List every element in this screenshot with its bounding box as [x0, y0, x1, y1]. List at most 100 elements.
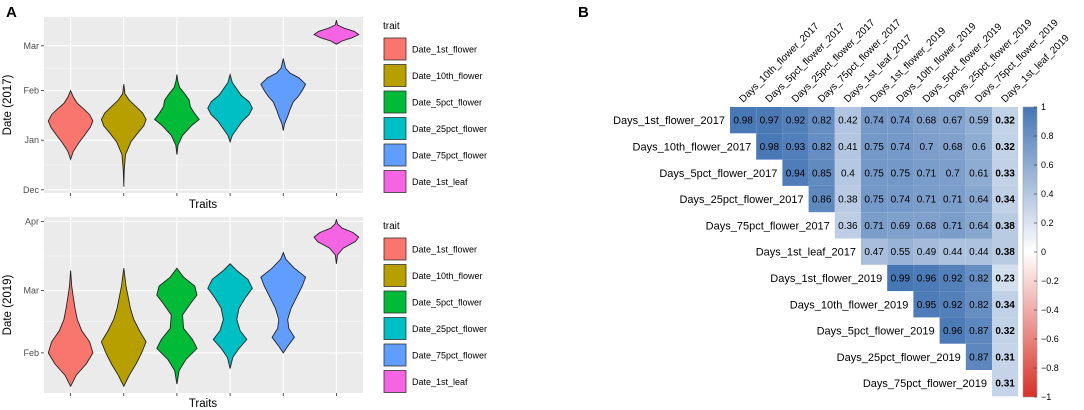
legend-swatch-Date_25pct_flower — [383, 317, 407, 340]
heatmap-value: 0.38 — [995, 221, 1015, 232]
heatmap-cell — [992, 107, 1019, 134]
heatmap-value: 0.61 — [969, 168, 989, 179]
heatmap-cell — [939, 212, 966, 239]
legend-label-Date_75pct_flower: Date_75pct_flower — [412, 351, 487, 361]
heatmap-value: 0.42 — [838, 116, 858, 127]
heatmap-row-label: Days_25pct_flower_2019 — [837, 352, 961, 364]
y-tick-label: Feb — [23, 348, 39, 358]
heatmap-value: 0.59 — [969, 116, 989, 127]
heatmap-value: 0.99 — [891, 273, 911, 284]
heatmap-cell — [965, 317, 992, 344]
heatmap-column-labels: Days_10th_flower_2017Days_5pct_flower_20… — [737, 17, 1072, 105]
heatmap-value: 0.95 — [917, 300, 937, 311]
heatmap-value: 0.71 — [943, 221, 963, 232]
y-tick-label: Dec — [23, 185, 40, 195]
correlation-heatmap: 0.98 0.97 0.92 0.82 0.42 0.74 0.74 0.68 0.67 0.59… — [613, 17, 1072, 402]
heatmap-cell — [808, 185, 835, 213]
heatmap-value: 0.32 — [995, 116, 1015, 127]
legend-label-Date_1st_flower: Date_1st_flower — [412, 245, 477, 255]
heatmap-value: 0.71 — [917, 195, 937, 206]
legend-label-Date_1st_leaf: Date_1st_leaf — [412, 177, 468, 187]
heatmap-cell — [861, 238, 888, 265]
y-tick-label: Mar — [24, 286, 40, 296]
colorbar-tick-label: 0 — [1041, 247, 1046, 257]
heatmap-cell — [913, 185, 940, 213]
violin-Date_1st_flower — [47, 89, 94, 161]
heatmap-cell — [756, 133, 783, 160]
heatmap-cell — [861, 185, 888, 213]
heatmap-cell — [887, 264, 914, 292]
heatmap-cell — [861, 212, 888, 239]
legend-label-Date_5pct_flower: Date_5pct_flower — [412, 98, 482, 108]
legend-swatch-Date_1st_leaf — [383, 170, 407, 193]
legend-label-Date_5pct_flower: Date_5pct_flower — [412, 298, 482, 308]
violin-Date_75pct_flower — [260, 251, 307, 354]
heatmap-cell — [992, 291, 1019, 318]
heatmap-cell — [887, 238, 914, 265]
legend-swatch-Date_5pct_flower — [383, 290, 407, 314]
legend-label-Date_1st_flower: Date_1st_flower — [412, 45, 477, 55]
y-tick-label: Jan — [24, 135, 39, 145]
violin-Date_5pct_flower — [156, 267, 198, 385]
heatmap-value: 0.38 — [995, 247, 1015, 258]
heatmap-value: 0.4 — [841, 168, 855, 179]
heatmap-value: 0.74 — [891, 142, 911, 153]
legend-swatch-Date_10th_flower — [383, 264, 407, 287]
heatmap-cell — [861, 159, 888, 186]
heatmap-cell — [782, 159, 809, 186]
heatmap-value: 0.86 — [812, 195, 832, 206]
heatmap-cell — [992, 212, 1019, 239]
heatmap-value: 0.98 — [760, 142, 780, 153]
heatmap-value: 0.75 — [891, 168, 911, 179]
heatmap-cell — [834, 107, 861, 134]
heatmap-value: 0.96 — [917, 273, 937, 284]
heatmap-row-label: Days_5pct_flower_2019 — [817, 326, 935, 338]
heatmap-cell — [939, 317, 966, 344]
heatmap-cell — [913, 133, 940, 160]
heatmap-cell — [861, 133, 888, 160]
heatmap-cell — [992, 159, 1019, 186]
heatmap-value: 0.31 — [995, 352, 1015, 363]
heatmap-value: 0.55 — [891, 247, 911, 258]
heatmap-cell — [861, 107, 888, 134]
violin-Date_1st_leaf — [313, 219, 360, 264]
heatmap-cell — [834, 185, 861, 213]
x-axis-title-2017: Traits — [189, 199, 218, 211]
heatmap-value: 0.31 — [995, 379, 1015, 390]
heatmap-cell — [965, 212, 992, 239]
heatmap-cell — [808, 107, 835, 134]
heatmap-row-label: Days_1st_leaf_2017 — [756, 247, 856, 259]
violin-Date_75pct_flower — [260, 58, 307, 131]
heatmap-cell — [887, 185, 914, 213]
heatmap-value: 0.23 — [995, 273, 1015, 284]
heatmap-value: 0.71 — [943, 195, 963, 206]
heatmap-value: 0.68 — [943, 142, 963, 153]
heatmap-row-labels: Days_1st_flower_2017 Days_10th_flower_201… — [613, 115, 987, 390]
y-axis-title-2019: Date (2019) — [2, 274, 14, 335]
colorbar-tick-label: 0.4 — [1041, 189, 1054, 199]
heatmap-row-label: Days_75pct_flower_2017 — [706, 220, 830, 232]
legend-label-Date_10th_flower: Date_10th_flower — [412, 271, 483, 281]
heatmap-value: 0.92 — [786, 116, 806, 127]
heatmap-cell — [782, 107, 809, 134]
colorbar-tick-label: 0.6 — [1041, 160, 1054, 170]
heatmap-cell — [913, 107, 940, 134]
heatmap-cell — [887, 159, 914, 186]
colorbar-tick-label: 0.8 — [1041, 131, 1054, 141]
heatmap-value: 0.47 — [864, 247, 884, 258]
heatmap-value: 0.82 — [812, 142, 832, 153]
y-ticks-2017: Dec Jan Feb Mar — [23, 41, 44, 195]
heatmap-cell — [992, 264, 1019, 292]
heatmap-value: 0.44 — [969, 247, 989, 258]
heatmap-cell — [913, 212, 940, 239]
heatmap-cell — [782, 133, 809, 160]
panel-b-label: B — [578, 4, 589, 21]
heatmap-cell — [834, 159, 861, 186]
heatmap-value: 0.85 — [812, 168, 832, 179]
y-tick-label: Apr — [25, 216, 39, 226]
violins-2017 — [47, 20, 360, 196]
heatmap-cell — [965, 133, 992, 160]
legend-title-2019: trait — [383, 221, 400, 232]
heatmap-cell — [992, 370, 1019, 397]
violin-Date_1st_leaf — [313, 20, 360, 45]
